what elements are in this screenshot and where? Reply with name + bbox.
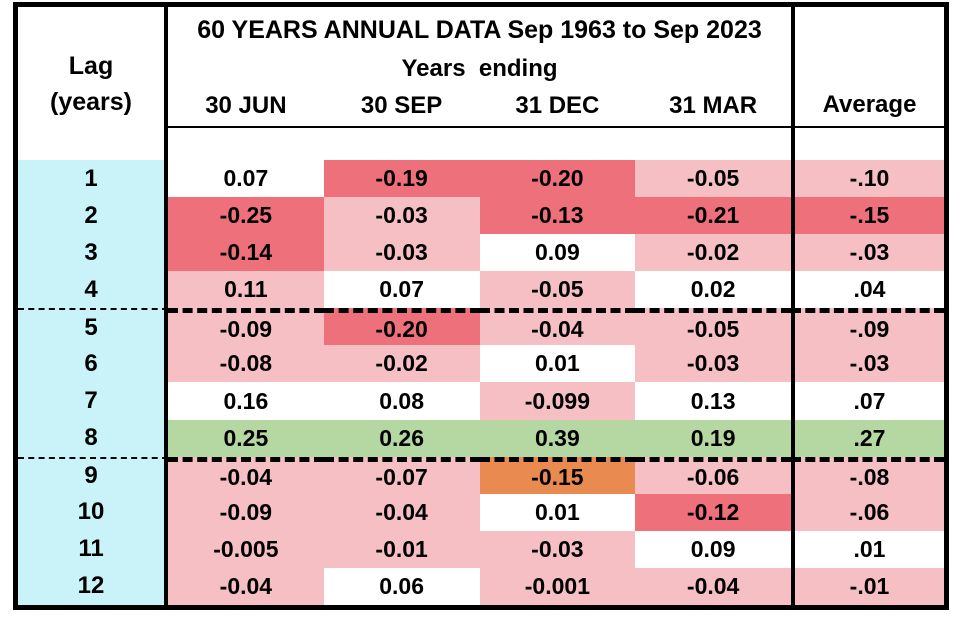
value-cell: -0.07 [323, 456, 480, 494]
value-cell: -0.21 [635, 197, 791, 235]
value-cell: -0.099 [479, 382, 636, 420]
value-cell: -0.03 [479, 530, 636, 568]
average-cell: -.06 [791, 493, 944, 531]
column-header-30jun: 30 JUN [205, 91, 287, 119]
value-cell: -0.09 [168, 493, 324, 531]
average-cell: .04 [791, 271, 944, 309]
lag-cell: 12 [18, 567, 168, 605]
value-cell: 0.07 [168, 160, 324, 198]
lag-cell: 10 [18, 493, 168, 531]
value-cell: -0.05 [479, 271, 636, 309]
value-cell: -0.04 [168, 567, 324, 605]
value-cell: -0.14 [168, 234, 324, 272]
average-cell: -.15 [791, 197, 944, 235]
value-cell: 0.13 [635, 382, 791, 420]
value-cell: 0.01 [479, 345, 636, 383]
value-cell: -0.12 [635, 493, 791, 531]
value-cell: -0.06 [635, 456, 791, 494]
average-cell: .07 [791, 382, 944, 420]
value-cell: -0.005 [168, 530, 324, 568]
value-cell: -0.03 [635, 345, 791, 383]
value-cell: -0.02 [323, 345, 480, 383]
average-cell: -.03 [791, 345, 944, 383]
value-cell: -0.03 [323, 197, 480, 235]
value-cell: 0.02 [635, 271, 791, 309]
lag-cell: 8 [18, 419, 168, 457]
header-spacer-average [791, 128, 944, 160]
header-spacer [168, 128, 791, 160]
lag-cell: 4 [18, 271, 168, 309]
lag-cell: 9 [18, 456, 168, 494]
table-title: 60 YEARS ANNUAL DATA Sep 1963 to Sep 202… [197, 15, 762, 44]
years-ending-subtitle: Years ending [401, 55, 558, 82]
value-cell: 0.25 [168, 419, 324, 457]
value-cell: -0.04 [479, 308, 636, 346]
value-cell: 0.08 [323, 382, 480, 420]
value-cell: -0.04 [168, 456, 324, 494]
value-cell: 0.19 [635, 419, 791, 457]
lag-label-line1: Lag [68, 51, 114, 80]
value-cell: -0.04 [635, 567, 791, 605]
value-cell: -0.03 [323, 234, 480, 272]
value-cell: -0.05 [635, 160, 791, 198]
lag-cell: 5 [18, 308, 168, 346]
value-cell: -0.001 [479, 567, 636, 605]
lag-correlation-table: Lag (years) 60 YEARS ANNUAL DATA Sep 196… [13, 2, 949, 610]
value-cell: -0.08 [168, 345, 324, 383]
lag-cell: 3 [18, 234, 168, 272]
lag-cell: 1 [18, 160, 168, 198]
value-cell: 0.26 [323, 419, 480, 457]
average-cell: -.03 [791, 234, 944, 272]
column-header-31mar: 31 MAR [669, 91, 758, 119]
value-cell: 0.09 [479, 234, 636, 272]
value-cell: -0.20 [479, 160, 636, 198]
lag-cell: 7 [18, 382, 168, 420]
column-headers-row: 30 JUN 30 SEP 31 DEC 31 MAR [168, 85, 791, 126]
value-cell: 0.06 [323, 567, 480, 605]
value-cell: 0.09 [635, 530, 791, 568]
average-cell: .01 [791, 530, 944, 568]
table-header-block: 60 YEARS ANNUAL DATA Sep 1963 to Sep 202… [168, 7, 791, 128]
lag-cell: 11 [18, 530, 168, 568]
column-header-30sep: 30 SEP [360, 91, 443, 119]
value-cell: 0.16 [168, 382, 324, 420]
value-cell: -0.05 [635, 308, 791, 346]
value-cell: -0.01 [323, 530, 480, 568]
average-cell: -.08 [791, 456, 944, 494]
value-cell: -0.15 [479, 456, 636, 494]
value-cell: -0.04 [323, 493, 480, 531]
lag-label-line2: (years) [50, 87, 132, 116]
value-cell: 0.01 [479, 493, 636, 531]
value-cell: 0.07 [323, 271, 480, 309]
value-cell: 0.11 [168, 271, 324, 309]
value-cell: -0.20 [323, 308, 480, 346]
value-cell: -0.19 [323, 160, 480, 198]
column-header-31dec: 31 DEC [515, 91, 600, 119]
average-cell: -.10 [791, 160, 944, 198]
value-cell: -0.13 [479, 197, 636, 235]
lag-cell: 6 [18, 345, 168, 383]
average-cell: -.09 [791, 308, 944, 346]
value-cell: -0.02 [635, 234, 791, 272]
average-column-header: Average [791, 7, 944, 128]
lag-cell: 2 [18, 197, 168, 235]
value-cell: -0.09 [168, 308, 324, 346]
average-cell: -.01 [791, 567, 944, 605]
lag-column-header: Lag (years) [18, 7, 168, 160]
value-cell: -0.25 [168, 197, 324, 235]
value-cell: 0.39 [479, 419, 636, 457]
average-cell: .27 [791, 419, 944, 457]
